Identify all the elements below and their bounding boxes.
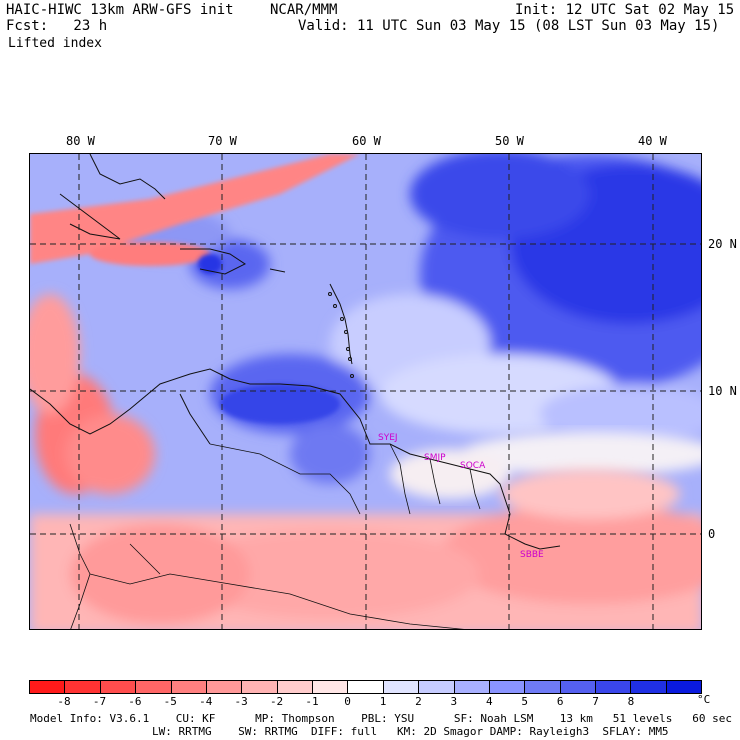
lat-label-0: 0	[708, 527, 716, 541]
map-canvas	[30, 154, 701, 629]
colorbar-segment	[136, 681, 172, 693]
borders	[69, 443, 481, 629]
colorbar-segment	[560, 681, 596, 693]
colorbar-segment	[65, 681, 101, 693]
lon-label-60w: 60 W	[352, 134, 381, 148]
colorbar-tick-label: 0	[344, 695, 351, 708]
lon-label-40w: 40 W	[638, 134, 667, 148]
colorbar-tick-label: 8	[627, 695, 635, 708]
station-soca: SOCA	[460, 461, 486, 471]
lat-label-10n: 10 N	[708, 384, 737, 398]
colorbar-tick-label: 4	[485, 695, 493, 708]
stable-coastal-blob	[198, 254, 340, 424]
station-syej: SYEJ	[378, 433, 398, 443]
lat-label-20n: 20 N	[708, 237, 737, 251]
colorbar-segment	[171, 681, 207, 693]
lon-label-50w: 50 W	[495, 134, 524, 148]
colorbar-segment	[454, 681, 490, 693]
colorbar-segment	[30, 681, 66, 693]
station-smjp: SMJP	[424, 453, 446, 463]
colorbar-tick-label: 1	[379, 695, 387, 708]
colorbar-tick-label: -2	[269, 695, 284, 708]
colorbar-tick-label: -6	[128, 695, 142, 708]
field-name: Lifted index	[8, 36, 102, 51]
colorbar-tick-label: 3	[450, 695, 458, 708]
init-time: Init: 12 UTC Sat 02 May 15	[515, 2, 735, 18]
colorbar-segment	[348, 681, 384, 693]
graticule	[30, 154, 701, 629]
colorbar-segment	[666, 681, 702, 693]
neutral-band	[390, 432, 701, 499]
colorbar-segment	[596, 681, 632, 693]
model-info-line1: Model Info: V3.6.1 CU: KF MP: Thompson P…	[30, 712, 732, 725]
model-title: HAIC-HIWC 13km ARW-GFS init	[6, 2, 234, 18]
agency-label: NCAR/MMM	[270, 2, 338, 18]
colorbar-tick-label: -3	[234, 695, 248, 708]
colorbar-segment	[313, 681, 349, 693]
colorbar-unit: °C	[697, 693, 711, 706]
colorbar-tick-label: -4	[199, 695, 213, 708]
coastlines	[30, 154, 561, 550]
colorbar-tick-label: 6	[556, 695, 564, 708]
colorbar-segment	[277, 681, 313, 693]
lesser-antilles	[328, 292, 354, 378]
forecast-hour: Fcst: 23 h	[6, 18, 108, 34]
colorbar-segment	[206, 681, 243, 693]
colorbar-segment	[525, 681, 561, 693]
colorbar-segment	[631, 681, 667, 693]
colorbar-tick-label: -5	[163, 695, 177, 708]
colorbar-tick-label: -1	[305, 695, 319, 708]
model-info-line2: LW: RRTMG SW: RRTMG DIFF: full KM: 2D Sm…	[152, 725, 669, 738]
colorbar-segment	[242, 681, 278, 693]
colorbar-segment	[383, 681, 420, 693]
antilles-streak	[30, 154, 360, 266]
lon-label-70w: 70 W	[208, 134, 237, 148]
unstable-region-west	[30, 294, 155, 494]
colorbar-tick-label: -7	[92, 695, 107, 708]
colorbar-segment	[100, 681, 137, 693]
station-sbbe: SBBE	[520, 550, 544, 560]
colorbar-tick-label: 5	[521, 695, 529, 708]
valid-time: Valid: 11 UTC Sun 03 May 15 (08 LST Sun …	[298, 18, 720, 34]
lon-label-80w: 80 W	[66, 134, 95, 148]
colorbar-tick-label: 2	[415, 695, 422, 708]
colorbar-tick-label: -8	[57, 695, 71, 708]
colorbar	[29, 680, 702, 694]
colorbar-segment	[489, 681, 526, 693]
colorbar-tick-label: 7	[592, 695, 599, 708]
lifted-index-map: SYEJ SMJP SOCA SBBE	[29, 153, 702, 630]
colorbar-segment	[419, 681, 455, 693]
